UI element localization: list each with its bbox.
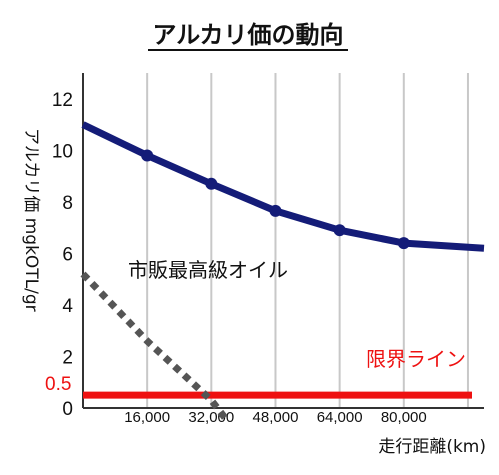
x-tick-label-1: 32,000 <box>188 409 234 426</box>
series-alkali-point-1 <box>205 177 218 190</box>
x-tick-label-4: 80,000 <box>381 409 427 426</box>
y-tick-label-6: 12 <box>52 90 73 111</box>
x-tick-label-3: 64,000 <box>317 409 363 426</box>
series-premium-oil-line <box>80 271 231 424</box>
x-tick-label-2: 48,000 <box>253 409 299 426</box>
series-alkali-point-4 <box>397 237 410 250</box>
y-tick-labels: 0 2 4 6 8 10 12 <box>52 90 74 420</box>
chart-title: アルカリ価の動向 <box>152 21 343 49</box>
axes <box>82 73 484 409</box>
x-axis-title: 走行距離(km) <box>378 437 486 457</box>
series-label-premium-oil: 市販最高級オイル <box>128 258 288 282</box>
y-tick-label-4: 8 <box>62 193 73 214</box>
y-tick-label-0: 0 <box>62 399 73 420</box>
limit-value-label: 0.5 <box>45 374 71 395</box>
x-tick-label-0: 16,000 <box>124 409 170 426</box>
x-tick-labels: 16,000 32,000 48,000 64,000 80,000 <box>124 409 427 426</box>
y-tick-label-1: 2 <box>62 347 73 368</box>
y-axis-title: アルカリ価 mgkOTL/gr <box>21 128 41 312</box>
y-tick-label-3: 6 <box>62 244 73 265</box>
limit-line-label: 限界ライン <box>366 347 466 371</box>
series-alkali-point-0 <box>141 149 154 162</box>
series-alkali-point-2 <box>269 204 282 217</box>
series-alkali-line <box>81 121 485 252</box>
y-tick-label-2: 4 <box>62 296 73 317</box>
series-group <box>80 121 485 424</box>
y-tick-label-5: 10 <box>52 141 73 162</box>
series-alkali-point-3 <box>333 224 346 237</box>
